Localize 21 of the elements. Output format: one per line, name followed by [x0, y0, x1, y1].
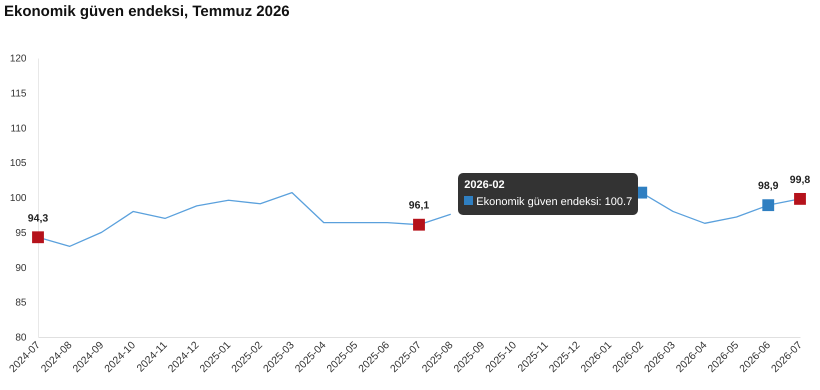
- y-tick-label: 95: [15, 228, 27, 239]
- y-tick-label: 85: [15, 298, 27, 309]
- data-label: 94,3: [28, 212, 48, 224]
- point: [413, 218, 425, 231]
- y-tick-label: 100: [10, 193, 27, 204]
- point: [794, 192, 806, 205]
- chart-title: Ekonomik güven endeksi, Temmuz 2026: [4, 3, 290, 20]
- y-tick-label: 90: [15, 262, 27, 274]
- data-label: 98,9: [758, 180, 779, 192]
- data-label: 99,8: [790, 174, 810, 186]
- y-tick-label: 105: [10, 158, 27, 170]
- data-label: 96,1: [408, 200, 430, 212]
- y-tick-label: 120: [10, 54, 27, 64]
- point: [32, 231, 44, 244]
- y-tick-label: 80: [15, 332, 27, 344]
- annotation: 2026-02: [464, 178, 506, 193]
- y-tick-label: 115: [10, 88, 27, 100]
- tooltip: 2026-02 Ekonomik güven endeksi: 100.7: [458, 172, 638, 215]
- y-tick-label: 110: [10, 123, 27, 134]
- annotation: Ekonomik güven endeksi: 100.7: [476, 196, 632, 208]
- point: [762, 199, 774, 212]
